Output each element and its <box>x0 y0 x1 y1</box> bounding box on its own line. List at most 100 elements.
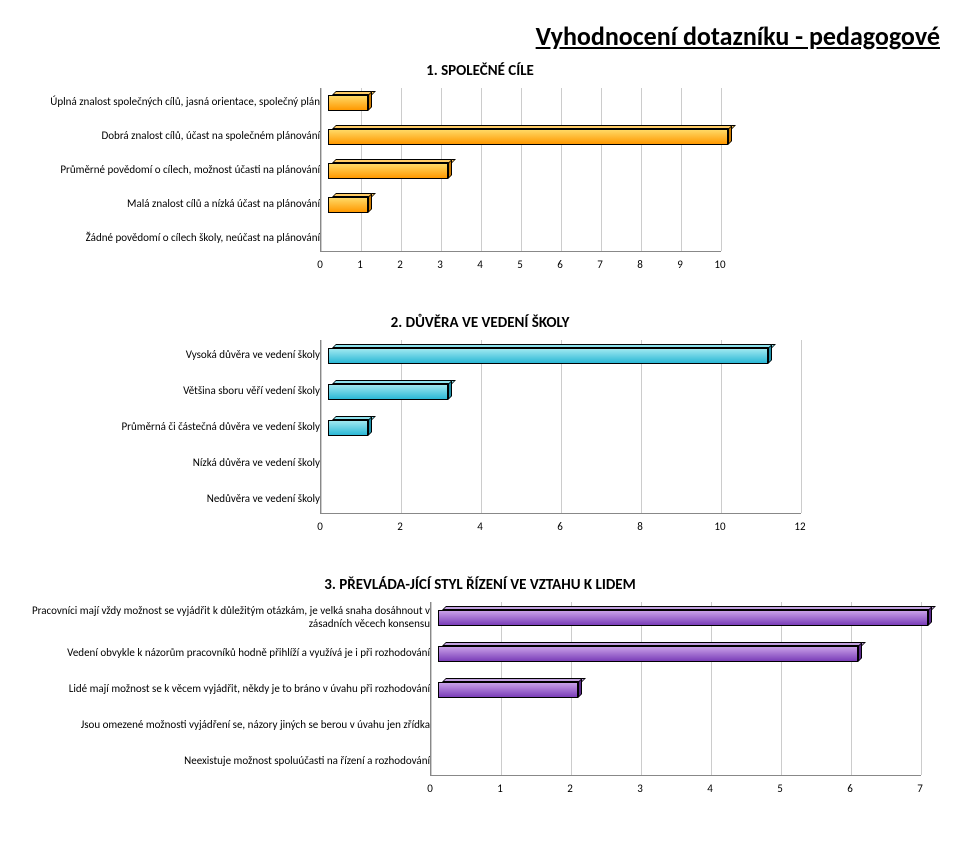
x-tick: 10 <box>712 258 728 271</box>
row-label: Lidé mají možnost se k věcem vyjádřit, n… <box>20 682 438 695</box>
bar-cell <box>438 606 928 628</box>
x-tick: 5 <box>512 258 528 271</box>
chart-row: Většina sboru věří vedení školy <box>20 376 940 406</box>
chart-row: Vedení obvykle k názorům pracovníků hodn… <box>20 638 940 668</box>
x-tick: 2 <box>392 520 408 533</box>
row-label: Dobrá znalost cílů, účast na společném p… <box>20 129 328 142</box>
row-label: Jsou omezené možnosti vyjádření se, názo… <box>20 718 438 731</box>
bar-side <box>448 380 452 400</box>
row-label: Nízká důvěra ve vedení školy <box>20 456 328 469</box>
row-label: Průměrná či částečná důvěra ve vedení šk… <box>20 420 328 433</box>
bar-front <box>328 420 368 436</box>
chart-block: 1. SPOLEČNÉ CÍLE Úplná znalost společných… <box>20 62 940 274</box>
row-label: Úplná znalost společných cílů, jasná ori… <box>20 95 328 108</box>
chart-row: Žádné povědomí o cílech školy, neúčast n… <box>20 224 940 252</box>
grid-line <box>321 340 322 513</box>
bar-top <box>442 678 586 682</box>
bar-cell <box>328 380 808 402</box>
chart-row: Neexistuje možnost spoluúčasti na řízení… <box>20 746 940 776</box>
row-label: Pracovníci mají vždy možnost se vyjádřit… <box>20 604 438 630</box>
bar-front <box>438 646 858 662</box>
x-tick: 1 <box>492 782 508 795</box>
x-tick: 8 <box>632 520 648 533</box>
row-label: Malá znalost cílů a nízká účast na pláno… <box>20 197 328 210</box>
chart-rows: Pracovníci mají vždy možnost se vyjádřit… <box>20 602 940 776</box>
x-tick: 6 <box>552 520 568 533</box>
bar-side <box>578 678 582 698</box>
chart-row: Nedůvěra ve vedení školy <box>20 484 940 514</box>
chart-row: Vysoká důvěra ve vedení školy <box>20 340 940 370</box>
x-axis: 012345678910 <box>320 258 720 274</box>
chart-title: 3. PŘEVLÁDA-JÍCÍ STYL ŘÍZENÍ VE VZTAHU K… <box>20 576 940 594</box>
page-title: Vyhodnocení dotazníku - pedagogové <box>20 20 940 52</box>
bar-front <box>328 384 448 400</box>
bar-side <box>368 91 372 111</box>
chart-rows: Vysoká důvěra ve vedení školy Většina sbo… <box>20 340 940 514</box>
row-label: Většina sboru věří vedení školy <box>20 384 328 397</box>
bar-cell <box>328 125 728 147</box>
bar-side <box>768 344 772 364</box>
row-label: Žádné povědomí o cílech školy, neúčast n… <box>20 231 328 244</box>
chart-block: 3. PŘEVLÁDA-JÍCÍ STYL ŘÍZENÍ VE VZTAHU K… <box>20 576 940 798</box>
bar-cell <box>438 750 928 772</box>
bar-front <box>328 95 368 111</box>
bar-top <box>332 125 736 129</box>
bar-side <box>368 193 372 213</box>
bar-cell <box>438 714 928 736</box>
chart-block: 2. DŮVĚRA VE VEDENÍ ŠKOLY Vysoká důvěra v… <box>20 314 940 536</box>
chart-row: Úplná znalost společných cílů, jasná ori… <box>20 88 940 116</box>
bar-front <box>328 163 448 179</box>
bar-cell <box>328 488 808 510</box>
chart-row: Dobrá znalost cílů, účast na společném p… <box>20 122 940 150</box>
x-tick: 1 <box>352 258 368 271</box>
x-tick: 12 <box>792 520 808 533</box>
x-tick: 0 <box>312 258 328 271</box>
chart-row: Průměrná či částečná důvěra ve vedení šk… <box>20 412 940 442</box>
x-tick: 7 <box>592 258 608 271</box>
x-tick: 8 <box>632 258 648 271</box>
chart-row: Pracovníci mají vždy možnost se vyjádřit… <box>20 602 940 632</box>
bar-front <box>438 610 928 626</box>
chart-row: Nízká důvěra ve vedení školy <box>20 448 940 478</box>
grid-line <box>321 88 322 251</box>
bar-side <box>728 125 732 145</box>
x-tick: 5 <box>772 782 788 795</box>
row-label: Neexistuje možnost spoluúčasti na řízení… <box>20 754 438 767</box>
bar-cell <box>328 416 808 438</box>
row-label: Nedůvěra ve vedení školy <box>20 492 328 505</box>
bar-cell <box>328 91 728 113</box>
x-axis: 01234567 <box>430 782 920 798</box>
row-label: Vysoká důvěra ve vedení školy <box>20 348 328 361</box>
x-axis: 024681012 <box>320 520 800 536</box>
x-tick: 6 <box>842 782 858 795</box>
bar-top <box>442 606 936 610</box>
x-tick: 4 <box>472 520 488 533</box>
bar-cell <box>328 227 728 249</box>
x-tick: 6 <box>552 258 568 271</box>
x-tick: 0 <box>312 520 328 533</box>
bar-cell <box>438 678 928 700</box>
x-tick: 2 <box>562 782 578 795</box>
bar-cell <box>328 452 808 474</box>
x-tick: 4 <box>702 782 718 795</box>
bar-cell <box>328 159 728 181</box>
row-label: Vedení obvykle k názorům pracovníků hodn… <box>20 646 438 659</box>
bar-side <box>928 606 932 626</box>
charts-container: 1. SPOLEČNÉ CÍLE Úplná znalost společných… <box>20 62 940 798</box>
bar-side <box>448 159 452 179</box>
x-tick: 2 <box>392 258 408 271</box>
bar-top <box>332 159 456 163</box>
bar-top <box>332 344 776 348</box>
bar-cell <box>438 642 928 664</box>
chart-rows: Úplná znalost společných cílů, jasná ori… <box>20 88 940 252</box>
x-tick: 0 <box>422 782 438 795</box>
grid-line <box>431 602 432 775</box>
chart-title: 2. DŮVĚRA VE VEDENÍ ŠKOLY <box>20 314 940 332</box>
bar-side <box>368 416 372 436</box>
bar-side <box>858 642 862 662</box>
bar-front <box>438 682 578 698</box>
bar-cell <box>328 344 808 366</box>
bar-front <box>328 348 768 364</box>
chart-title: 1. SPOLEČNÉ CÍLE <box>20 62 940 80</box>
bar-top <box>442 642 866 646</box>
